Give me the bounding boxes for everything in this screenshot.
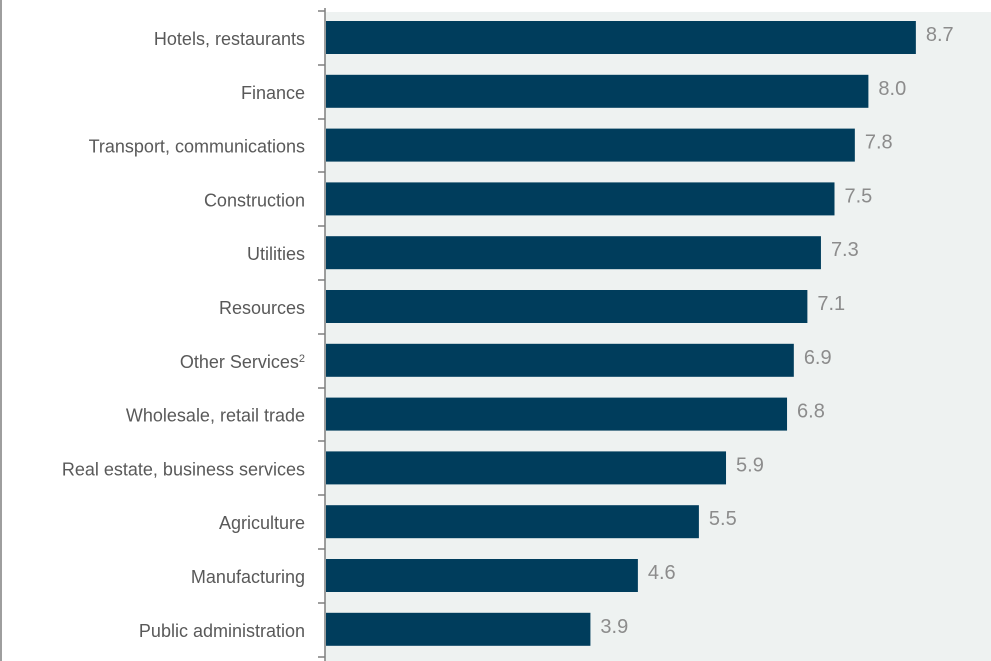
bar	[326, 21, 916, 54]
footnote-marker: 2	[299, 353, 305, 365]
bar	[326, 236, 821, 270]
category-label: Other Services2	[180, 352, 305, 372]
data-label: 8.7	[926, 24, 954, 46]
plot-area	[325, 12, 991, 661]
bar	[326, 128, 855, 162]
data-label: 7.3	[831, 239, 859, 261]
bar	[326, 290, 808, 323]
category-label: Hotels, restaurants	[154, 29, 305, 49]
category-label: Construction	[204, 190, 305, 210]
data-label: 7.1	[817, 293, 845, 315]
bar	[326, 343, 794, 377]
bar	[326, 559, 638, 592]
bar	[326, 182, 835, 216]
data-label: 5.9	[736, 454, 764, 476]
category-label: Transport, communications	[89, 137, 305, 157]
data-label: 3.9	[600, 616, 628, 638]
data-label: 6.9	[804, 347, 832, 369]
category-label: Resources	[219, 298, 305, 318]
category-label: Finance	[241, 83, 305, 103]
category-label: Agriculture	[219, 513, 305, 533]
category-label: Manufacturing	[191, 567, 305, 587]
data-label: 5.5	[709, 508, 737, 530]
bar	[326, 74, 869, 108]
data-label: 7.8	[865, 132, 893, 154]
bar	[326, 612, 591, 646]
bar	[326, 451, 727, 485]
data-label: 8.0	[878, 78, 906, 100]
data-label: 4.6	[648, 562, 676, 584]
category-label: Public administration	[139, 621, 305, 641]
bar	[326, 397, 788, 431]
data-label: 6.8	[797, 401, 825, 423]
bar	[326, 505, 699, 539]
data-label: 7.5	[845, 185, 873, 207]
category-label: Real estate, business services	[62, 459, 305, 479]
category-label: Wholesale, retail trade	[126, 406, 305, 426]
category-label: Utilities	[247, 244, 305, 264]
